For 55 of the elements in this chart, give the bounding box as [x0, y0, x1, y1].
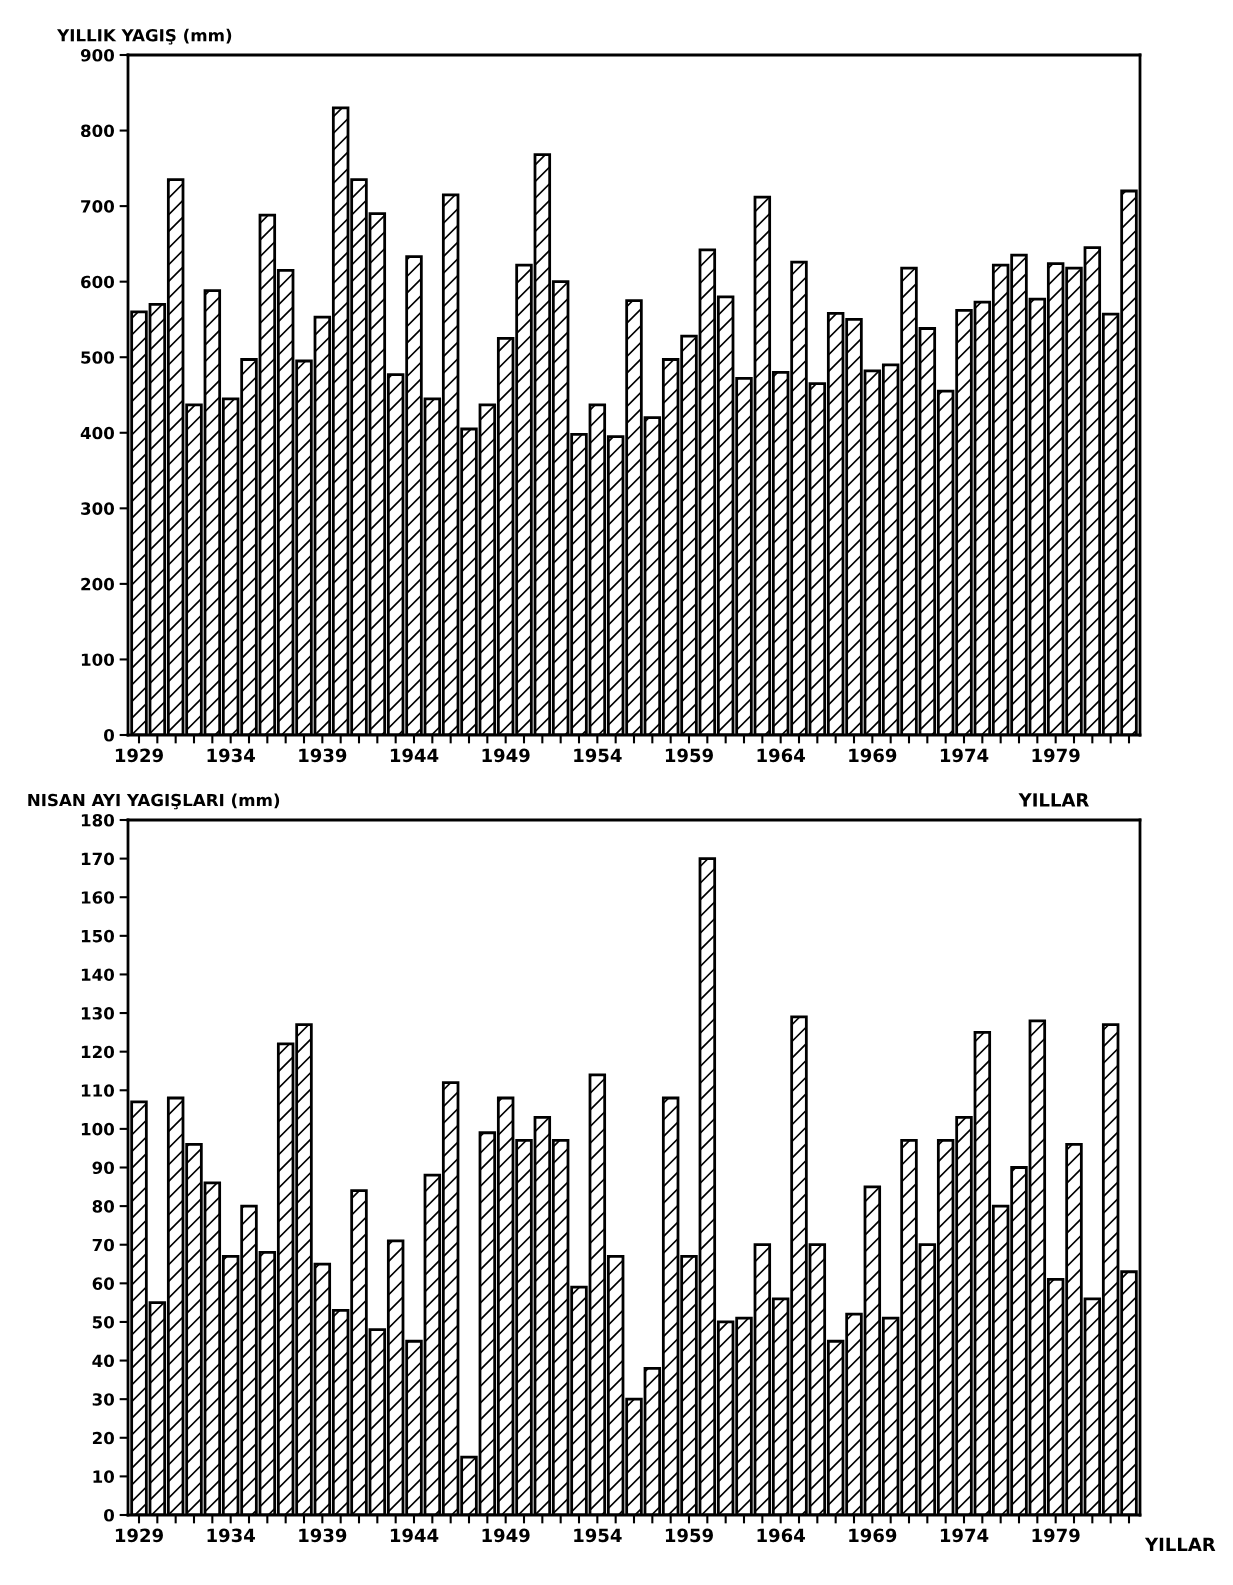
- y-axis-title: YILLIK YAGIŞ (mm): [57, 28, 232, 45]
- x-tick-label: 1954: [574, 1528, 622, 1543]
- x-tick-label: 1974: [940, 1528, 989, 1543]
- x-tick-label: 1944: [390, 1528, 439, 1543]
- y-tick-label: 800: [81, 124, 115, 138]
- x-tick-label: 1929: [115, 748, 163, 763]
- y-tick-label: 100: [81, 653, 115, 667]
- x-tick-label: 1954: [574, 748, 622, 763]
- y-tick-label: 700: [81, 200, 115, 213]
- y-tick-label: 130: [81, 1007, 115, 1020]
- x-tick-label: 1939: [299, 1528, 347, 1543]
- x-tick-label: 1934: [207, 1528, 255, 1543]
- y-tick-label: 400: [80, 426, 115, 440]
- x-tick-label: 1929: [115, 1528, 163, 1543]
- y-axis-title: NISAN AYI YAGIŞLARI (mm): [28, 793, 280, 810]
- y-tick-label: 600: [81, 275, 115, 289]
- x-tick-label: 1939: [299, 748, 347, 763]
- y-tick-label: 50: [92, 1315, 115, 1329]
- x-tick-label: 1969: [849, 748, 897, 763]
- y-tick-label: 100: [81, 1122, 115, 1136]
- y-tick-label: 150: [81, 929, 115, 943]
- x-tick-label: 1959: [665, 1528, 713, 1543]
- x-tick-label: 1964: [757, 1528, 805, 1543]
- x-tick-label: 1974: [940, 748, 989, 763]
- y-tick-label: 180: [81, 813, 115, 827]
- y-tick-label: 40: [92, 1354, 115, 1368]
- x-tick-label: 1949: [482, 1528, 530, 1543]
- y-tick-label: 120: [81, 1045, 115, 1059]
- x-tick-label: 1979: [1032, 748, 1080, 763]
- y-tick-label: 160: [81, 891, 115, 904]
- y-tick-label: 10: [93, 1470, 115, 1483]
- y-tick-label: 500: [81, 351, 115, 364]
- y-tick-label: 30: [92, 1393, 115, 1406]
- y-tick-label: 300: [81, 502, 115, 515]
- x-tick-label: 1934: [207, 748, 255, 763]
- x-tick-label: 1979: [1032, 1528, 1080, 1543]
- y-tick-label: 80: [92, 1200, 115, 1213]
- x-tick-label: 1959: [665, 748, 713, 763]
- y-tick-label: 170: [81, 852, 115, 866]
- y-tick-label: 200: [81, 577, 115, 591]
- y-tick-label: 140: [81, 968, 115, 982]
- x-tick-label: 1944: [390, 748, 439, 763]
- y-tick-label: 60: [92, 1277, 115, 1290]
- x-axis-title: YILLAR: [1018, 793, 1089, 807]
- y-tick-label: 20: [92, 1431, 115, 1445]
- y-tick-label: 900: [80, 48, 115, 62]
- y-tick-label: 0: [104, 1508, 115, 1522]
- x-tick-label: 1949: [482, 748, 530, 763]
- y-tick-label: 110: [81, 1084, 115, 1097]
- y-tick-label: 70: [92, 1238, 115, 1252]
- y-tick-label: 90: [92, 1161, 115, 1175]
- x-axis-title: YILLAR: [1144, 1537, 1216, 1551]
- x-tick-label: 1969: [849, 1528, 897, 1543]
- y-tick-label: 0: [104, 728, 115, 742]
- x-tick-label: 1964: [757, 748, 805, 763]
